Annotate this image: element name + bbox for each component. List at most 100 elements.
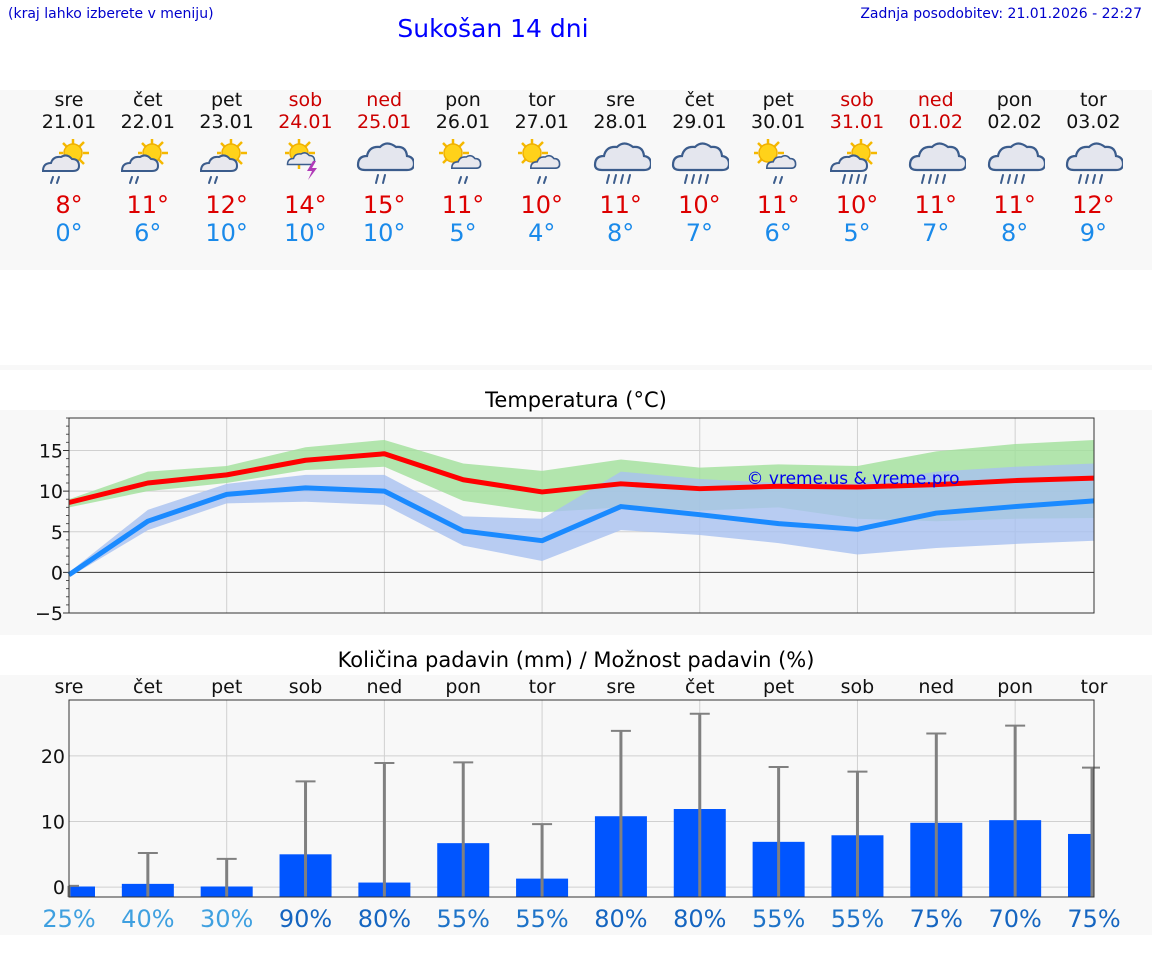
location-hint-link[interactable]: (kraj lahko izberete v meniju) [8, 6, 214, 22]
min-temperature: 8° [606, 219, 635, 247]
page-title: Sukošan 14 dni [397, 14, 589, 43]
max-temperature: 10° [678, 191, 721, 219]
max-temperature: 11° [993, 191, 1036, 219]
sun-cloud-thunder-icon [285, 139, 318, 180]
day-of-week: čet [133, 89, 163, 111]
precipitation-chance: 25% [42, 905, 95, 933]
min-temperature: 4° [528, 219, 556, 247]
precipitation-chance: 75% [1067, 905, 1120, 933]
day-of-week: čet [684, 89, 715, 111]
y-tick-label: 0 [51, 562, 63, 584]
day-label: sre [606, 676, 635, 698]
max-temperature: 10° [835, 191, 879, 219]
cloud-rain-icon [357, 142, 415, 184]
day-of-week: tor [528, 89, 556, 111]
day-date: 02.02 [987, 111, 1042, 133]
forecast-day: tor 27.01 10° 4° [502, 89, 582, 247]
y-tick-label: 10 [41, 811, 65, 833]
day-label: pet [763, 676, 794, 698]
day-of-week: ned [917, 89, 954, 111]
day-date: 23.01 [199, 111, 254, 133]
day-of-week: pon [996, 89, 1033, 111]
max-temperature: 11° [599, 191, 642, 219]
cloud-heavy-rain-icon [987, 142, 1045, 184]
watermark: © vreme.us & vreme.pro [746, 469, 959, 489]
max-temperature: 14° [284, 191, 327, 219]
precipitation-chart: 0 10 20 sre čet pet sob ned pon tor sre čet pet sob ne… [41, 676, 1121, 933]
day-label: pon [997, 676, 1033, 698]
forecast-day: tor 03.02 12° 9° [1053, 89, 1133, 247]
sun-cloud-rain-icon [41, 139, 89, 184]
forecast-day: sre 21.01 8° 0° [29, 89, 109, 247]
cloud-heavy-rain-icon [593, 142, 651, 184]
cloud-heavy-rain-icon [672, 142, 730, 184]
precipitation-chart-title: Količina padavin (mm) / Možnost padavin … [337, 648, 815, 672]
min-temperature: 0° [55, 219, 83, 247]
min-temperature: 9° [1079, 219, 1108, 247]
forecast-strip [0, 90, 1152, 270]
max-temperature: 12° [205, 191, 248, 219]
min-temperature: 6° [764, 219, 792, 247]
y-tick-label: 10 [39, 481, 63, 503]
day-of-week: tor [1079, 89, 1107, 111]
y-tick-label: −5 [35, 603, 63, 625]
max-temperature: 10° [520, 191, 564, 219]
day-date: 01.02 [908, 111, 963, 133]
y-tick-label: 5 [51, 522, 63, 544]
day-date: 21.01 [41, 111, 97, 133]
min-temperature: 10° [205, 219, 248, 247]
day-label: sre [55, 676, 84, 698]
sun-cloud-light-rain-icon [439, 139, 482, 184]
day-label: ned [366, 676, 402, 698]
day-of-week: pon [445, 89, 481, 111]
plot-frame [68, 699, 1095, 898]
max-temperature: 11° [756, 191, 800, 219]
min-temperature: 7° [922, 219, 950, 247]
precipitation-bar [69, 886, 95, 897]
max-temperature: 12° [1072, 191, 1115, 219]
forecast-day: ned 25.01 15° 10° [344, 89, 424, 247]
day-date: 03.02 [1066, 111, 1121, 133]
min-temperature: 7° [685, 219, 714, 247]
day-label: čet [133, 676, 163, 698]
sun-cloud-rain-icon [199, 139, 247, 184]
precipitation-chance: 75% [910, 905, 963, 933]
forecast-day: sre 28.01 11° 8° [581, 89, 661, 247]
day-label: čet [685, 676, 715, 698]
day-of-week: sre [606, 89, 636, 111]
min-temperature: 5° [843, 219, 871, 247]
min-temperature: 6° [134, 219, 162, 247]
cloud-heavy-rain-icon [908, 142, 966, 184]
y-tick-label: 0 [53, 877, 65, 899]
forecast-day: sob 24.01 14° 10° [265, 89, 345, 247]
min-temperature: 10° [284, 219, 327, 247]
precipitation-chance: 55% [752, 905, 805, 933]
forecast-day: čet 29.01 10° 7° [659, 89, 739, 247]
day-of-week: pet [762, 89, 794, 111]
sun-cloud-light-rain-icon [754, 139, 797, 184]
precipitation-chance: 80% [594, 905, 647, 933]
plot-frame [68, 417, 1095, 614]
forecast-day: sob 31.01 10° 5° [817, 89, 897, 247]
forecast-day: ned 01.02 11° 7° [896, 89, 976, 247]
last-update-label: Zadnja posodobitev: [860, 6, 1004, 22]
day-of-week: pet [210, 89, 243, 111]
precipitation-chance: 55% [831, 905, 884, 933]
forecast-day: pet 23.01 12° 10° [187, 89, 267, 247]
min-temperature: 8° [1000, 219, 1029, 247]
day-of-week: sob [840, 89, 874, 111]
cloud-heavy-rain-icon [1066, 142, 1124, 184]
precipitation-chance: 80% [673, 905, 726, 933]
last-update-value: 21.01.2026 - 22:27 [1007, 6, 1142, 22]
max-temperature: 11° [126, 191, 170, 219]
day-date: 31.01 [829, 111, 885, 133]
precipitation-chance: 55% [515, 905, 568, 933]
precipitation-chance: 70% [988, 905, 1041, 933]
min-range-band [69, 463, 1094, 578]
day-date: 30.01 [750, 111, 806, 133]
forecast-day: pet 30.01 11° 6° [738, 89, 818, 247]
day-date: 26.01 [435, 111, 491, 133]
temperature-chart-title: Temperatura (°C) [485, 388, 667, 412]
day-date: 29.01 [672, 111, 727, 133]
forecast-day: pon 26.01 11° 5° [423, 89, 503, 247]
